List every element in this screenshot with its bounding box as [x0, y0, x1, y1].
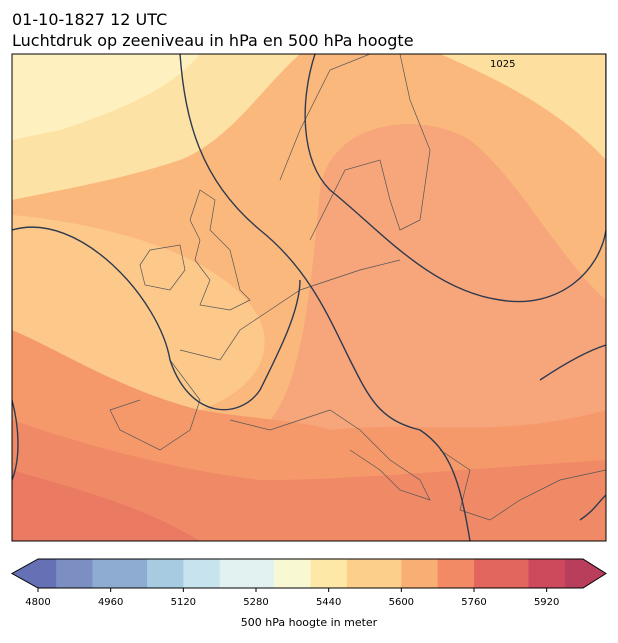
colorbar-tick-label: 5760: [461, 597, 486, 608]
colorbar-segment: [419, 559, 439, 588]
colorbar-segment: [346, 559, 366, 588]
colorbar-extend-high: [583, 559, 606, 588]
coastline: [139, 244, 186, 291]
colorbar-segment: [38, 559, 57, 588]
colorbar-segment: [274, 559, 293, 588]
map-frame: [11, 53, 607, 542]
coastline: [109, 259, 401, 451]
colorbar-segment: [528, 559, 548, 588]
colorbar-segment: [147, 559, 166, 588]
colorbar-segment: [437, 559, 457, 588]
colorbar-segment: [165, 559, 184, 588]
colorbar-label: 500 hPa hoogte in meter: [241, 616, 378, 629]
colorbar-tick-label: 5440: [316, 597, 341, 608]
colorbar-segment: [183, 559, 202, 588]
height-band: [12, 54, 200, 140]
colorbar-segment: [256, 559, 275, 588]
colorbar-tick-label: 5280: [243, 597, 268, 608]
coastline: [279, 54, 431, 241]
colorbar-segment: [492, 559, 511, 588]
isobar: [539, 344, 606, 521]
subtitle: Luchtdruk op zeeniveau in hPa en 500 hPa…: [12, 31, 414, 50]
colorbar-outline: [10, 558, 607, 589]
colorbar-extend-low: [12, 559, 38, 588]
isobar: [304, 54, 606, 303]
colorbar-segment: [56, 559, 75, 588]
colorbar-segment: [546, 559, 566, 588]
colorbar-segment: [201, 559, 221, 588]
colorbar-segment: [110, 559, 130, 588]
isobar: [12, 226, 301, 411]
height-band: [440, 54, 606, 160]
isobar: [12, 399, 19, 481]
height-band: [12, 420, 606, 541]
colorbar-segment: [474, 559, 493, 588]
isobar-label: 1025: [490, 59, 515, 70]
colorbar-tick-label: 5120: [171, 597, 196, 608]
colorbar-segment: [74, 559, 93, 588]
isobars: [12, 54, 606, 541]
title: 01-10-1827 12 UTC: [12, 10, 167, 29]
colorbar-segment: [383, 559, 402, 588]
coastline: [229, 409, 606, 521]
colorbar: 4800 4960 5120 5280 5440 5600 5760 5920: [10, 558, 607, 608]
colorbar-segment: [455, 559, 475, 588]
colorbar-segment: [365, 559, 384, 588]
colorbar-segment: [92, 559, 112, 588]
height-band: [12, 470, 200, 541]
colorbar-segment: [219, 559, 239, 588]
colorbar-segment: [237, 559, 257, 588]
colorbar-segment: [128, 559, 148, 588]
coastlines: [109, 54, 606, 521]
map: 1025: [12, 54, 606, 541]
colorbar-segment: [292, 559, 311, 588]
colorbar-tick-label: 5920: [534, 597, 559, 608]
coastline: [189, 189, 251, 311]
colorbar-segment: [564, 559, 584, 588]
colorbar-tick-label: 4960: [98, 597, 123, 608]
colorbar-segment: [328, 559, 348, 588]
colorbar-segment: [310, 559, 330, 588]
isobar: [179, 54, 471, 541]
colorbar-segment: [401, 559, 420, 588]
colorbar-segment: [510, 559, 529, 588]
colorbar-tick-label: 5600: [389, 597, 414, 608]
colorbar-tick-label: 4800: [25, 597, 50, 608]
